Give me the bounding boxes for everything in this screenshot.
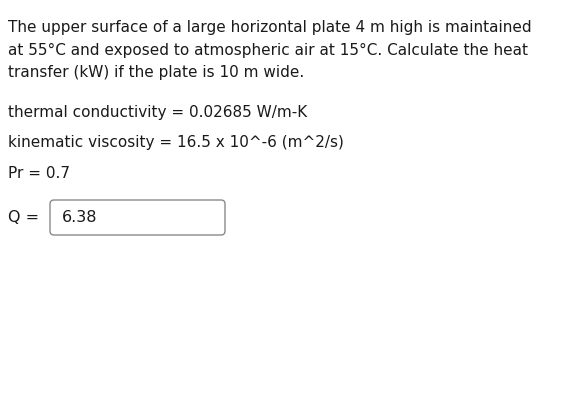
Text: 6.38: 6.38: [62, 210, 98, 225]
Text: at 55°C and exposed to atmospheric air at 15°C. Calculate the heat: at 55°C and exposed to atmospheric air a…: [8, 43, 528, 58]
Text: Q =: Q =: [8, 210, 45, 225]
Text: The upper surface of a large horizontal plate 4 m high is maintained: The upper surface of a large horizontal …: [8, 20, 532, 35]
Text: transfer (kW) if the plate is 10 m wide.: transfer (kW) if the plate is 10 m wide.: [8, 65, 304, 80]
Text: kinematic viscosity = 16.5 x 10^-6 (m^2/s): kinematic viscosity = 16.5 x 10^-6 (m^2/…: [8, 135, 344, 150]
Text: Pr = 0.7: Pr = 0.7: [8, 166, 70, 181]
FancyBboxPatch shape: [50, 200, 225, 235]
Text: thermal conductivity = 0.02685 W/m-K: thermal conductivity = 0.02685 W/m-K: [8, 105, 307, 120]
